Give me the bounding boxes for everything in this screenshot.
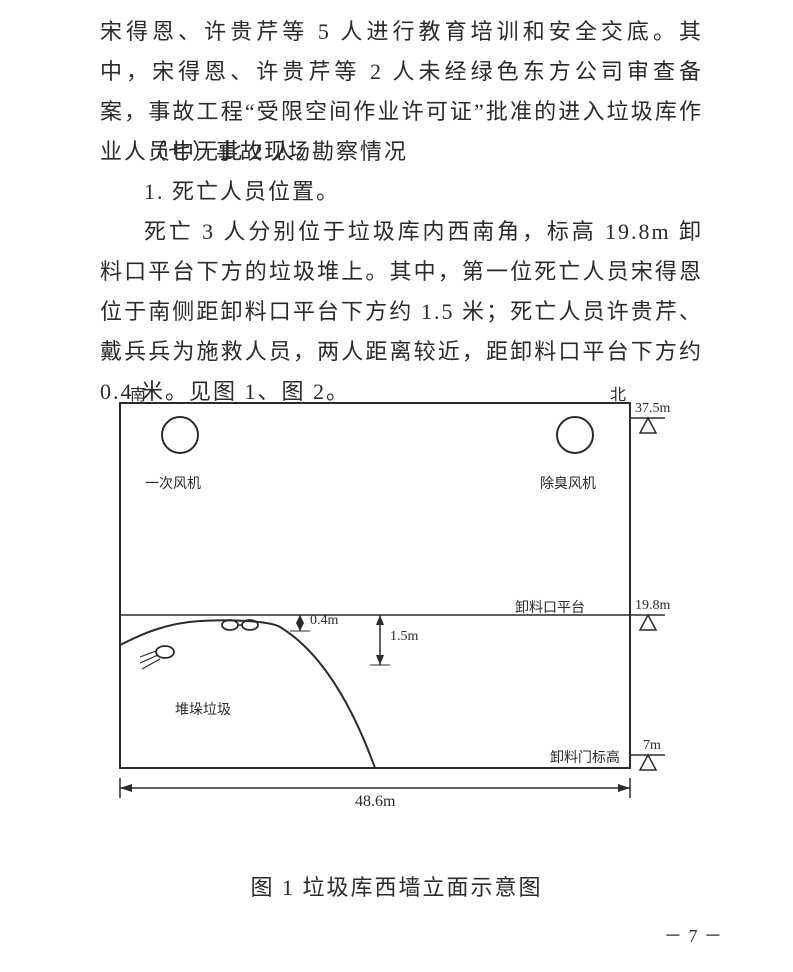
gate-label: 卸料门标高 xyxy=(550,747,620,767)
elev-37-5m: 37.5m xyxy=(635,401,670,417)
elev-19-8m: 19.8m xyxy=(635,598,670,614)
dim-1-5m-label: 1.5m xyxy=(390,629,418,645)
compass-south: 南 xyxy=(130,381,146,405)
fan-left-label: 一次风机 xyxy=(145,473,201,493)
fan-right-label: 除臭风机 xyxy=(540,473,596,493)
compass-north: 北 xyxy=(610,381,626,405)
figure-1-diagram: 南 北 一次风机 除臭风机 卸料口平台 卸料门标高 堆垛垃圾 0.4m 1.5m… xyxy=(120,385,675,815)
dim-0-4m-label: 0.4m xyxy=(310,613,338,629)
elev-7m: 7m xyxy=(643,738,661,754)
page: 宋得恩、许贵芹等 5 人进行教育培训和安全交底。其中，宋得恩、许贵芹等 2 人未… xyxy=(0,0,793,972)
platform-label: 卸料口平台 xyxy=(515,597,585,617)
section-heading-7: （七）事故现场勘察情况 xyxy=(100,132,703,172)
pile-label: 堆垛垃圾 xyxy=(175,699,231,719)
page-number: － 7 － xyxy=(664,922,723,948)
figure-1-caption: 图 1 垃圾库西墙立面示意图 xyxy=(0,870,793,902)
item-1-heading: 1. 死亡人员位置。 xyxy=(100,172,703,212)
width-48-6m: 48.6m xyxy=(355,793,395,811)
